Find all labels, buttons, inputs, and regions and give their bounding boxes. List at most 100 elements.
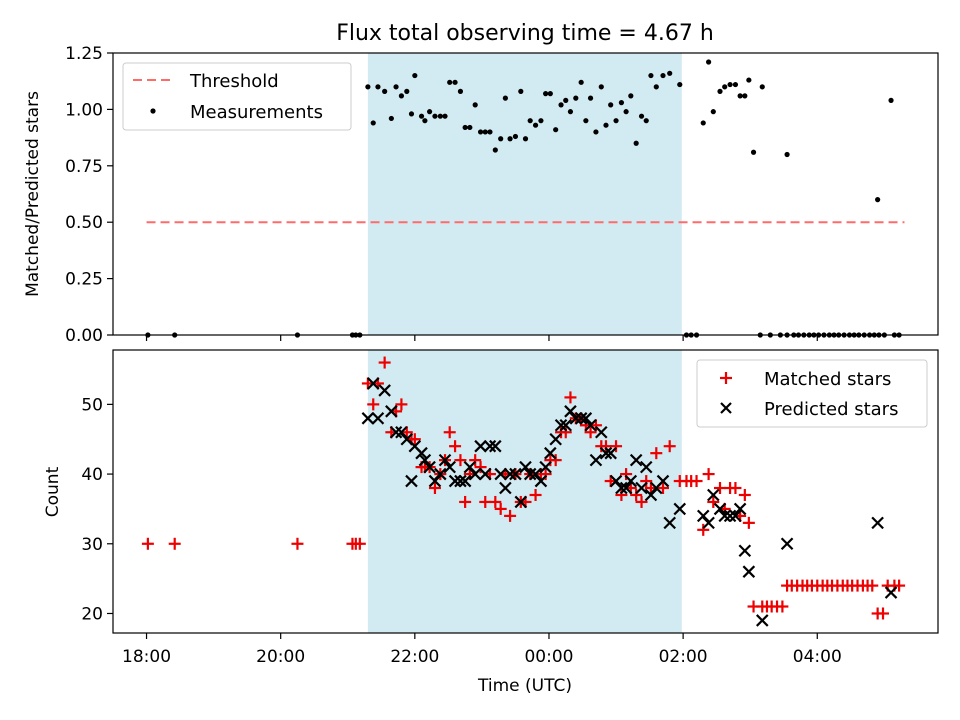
matched-star-point bbox=[877, 607, 889, 620]
predicted-star-point bbox=[534, 474, 548, 488]
predicted-star-point bbox=[718, 509, 731, 523]
predicted-star-point bbox=[564, 405, 577, 418]
measurement-point bbox=[613, 118, 619, 124]
measurement-point bbox=[543, 91, 549, 97]
legend-predicted-swatch bbox=[720, 402, 732, 414]
predicted-star-point bbox=[361, 412, 375, 425]
matched-star-point bbox=[443, 426, 456, 439]
predicted-star-point bbox=[609, 474, 623, 488]
predicted-star-point bbox=[389, 425, 403, 439]
predicted-star-point bbox=[483, 439, 497, 453]
predicted-star-point bbox=[644, 488, 658, 502]
predicted-star-point bbox=[549, 432, 562, 446]
bottom-y-tick-label: 20 bbox=[81, 604, 103, 624]
measurement-point bbox=[677, 81, 683, 88]
top-plot-frame bbox=[112, 52, 939, 336]
measurement-point bbox=[452, 79, 458, 85]
measurement-point bbox=[648, 72, 654, 79]
predicted-star-point bbox=[755, 614, 769, 627]
predicted-star-point bbox=[366, 377, 380, 390]
bottom-shaded-interval bbox=[367, 350, 682, 633]
measurement-point bbox=[742, 93, 748, 99]
top-panel: 0.00 0.25 0.50 0.75 1.00 1.25 Matched/Predict… bbox=[23, 44, 939, 346]
measurement-point bbox=[398, 93, 405, 99]
predicted-star-point bbox=[378, 384, 391, 397]
measurement-point bbox=[875, 197, 881, 203]
top-legend: Threshold Measurements bbox=[122, 62, 352, 131]
measurement-point bbox=[370, 120, 376, 126]
measurement-point bbox=[706, 59, 712, 65]
matched-star-point bbox=[395, 398, 408, 411]
measurement-point bbox=[608, 102, 614, 108]
matched-star-point bbox=[489, 495, 502, 508]
matched-star-point bbox=[449, 440, 462, 453]
matched-star-point bbox=[663, 440, 676, 453]
bottom-legend: Matched stars Predicted stars bbox=[696, 359, 928, 428]
top-y-tick-label: 0.25 bbox=[65, 270, 103, 290]
matched-star-point bbox=[610, 440, 623, 453]
measurement-point bbox=[628, 93, 634, 99]
matched-star-point bbox=[776, 600, 789, 613]
bottom-x-axis: 18:00 20:00 22:00 00:00 02:00 04:00 bbox=[122, 633, 842, 667]
matched-star-point bbox=[615, 488, 628, 501]
measurement-point bbox=[623, 109, 629, 115]
predicted-star-point bbox=[733, 502, 747, 516]
measurement-point bbox=[603, 122, 609, 128]
measurement-point bbox=[532, 122, 539, 128]
measurement-point bbox=[422, 118, 428, 124]
measurements-series bbox=[145, 59, 902, 338]
measurement-point bbox=[667, 70, 673, 76]
matched-star-point bbox=[630, 488, 643, 501]
matched-star-point bbox=[141, 537, 154, 550]
predicted-star-point bbox=[707, 488, 720, 502]
matched-star-point bbox=[635, 495, 648, 508]
predicted-star-point bbox=[619, 481, 633, 495]
measurement-point bbox=[700, 120, 706, 126]
bottom-y-axis: 20 30 40 50 bbox=[81, 395, 113, 624]
matched-star-point bbox=[494, 502, 507, 515]
x-tick-label: 20:00 bbox=[256, 647, 305, 667]
predicted-star-point bbox=[884, 586, 898, 599]
bottom-y-tick-label: 50 bbox=[81, 395, 103, 415]
bottom-plot-frame bbox=[112, 349, 939, 634]
predicted-star-point bbox=[503, 467, 517, 481]
top-y-tick-label: 0.00 bbox=[65, 326, 103, 346]
measurement-point bbox=[388, 115, 394, 122]
matched-star-point bbox=[714, 482, 727, 495]
measurement-point bbox=[737, 93, 743, 99]
legend-measurements-swatch bbox=[150, 108, 156, 114]
top-y-axis-label: Matched/Predicted stars bbox=[23, 91, 43, 297]
predicted-star-point bbox=[454, 474, 467, 488]
measurement-point bbox=[437, 113, 443, 119]
predicted-star-point bbox=[474, 439, 487, 453]
predicted-star-point bbox=[738, 544, 752, 558]
predicted-star-point bbox=[405, 474, 418, 488]
predicted-star-point bbox=[584, 419, 597, 432]
matched-star-point bbox=[454, 454, 467, 467]
measurement-point bbox=[553, 127, 559, 133]
measurement-point bbox=[365, 84, 371, 90]
predicted-star-point bbox=[514, 495, 528, 509]
measurement-point bbox=[750, 149, 757, 155]
matched-star-point bbox=[650, 447, 663, 460]
measurement-point bbox=[660, 72, 666, 79]
predicted-star-point bbox=[463, 460, 477, 474]
bottom-y-tick-label: 30 bbox=[81, 535, 103, 555]
matched-star-point bbox=[291, 537, 304, 550]
matched-star-point bbox=[657, 482, 669, 495]
measurement-point bbox=[538, 118, 544, 124]
measurement-point bbox=[618, 100, 625, 106]
predicted-star-point bbox=[468, 467, 482, 481]
matched-star-point bbox=[729, 482, 742, 495]
measurement-point bbox=[467, 124, 473, 131]
predicted-star-point bbox=[663, 516, 676, 530]
top-y-tick-label: 0.75 bbox=[65, 157, 103, 177]
predicted-star-point bbox=[673, 502, 687, 516]
measurement-point bbox=[393, 84, 399, 90]
predicted-star-point bbox=[478, 467, 492, 481]
chart-title: Flux total observing time = 4.67 h bbox=[336, 21, 714, 46]
predicted-star-point bbox=[780, 537, 794, 551]
matched-star-point bbox=[549, 454, 562, 467]
top-y-tick-label: 1.00 bbox=[65, 100, 103, 120]
